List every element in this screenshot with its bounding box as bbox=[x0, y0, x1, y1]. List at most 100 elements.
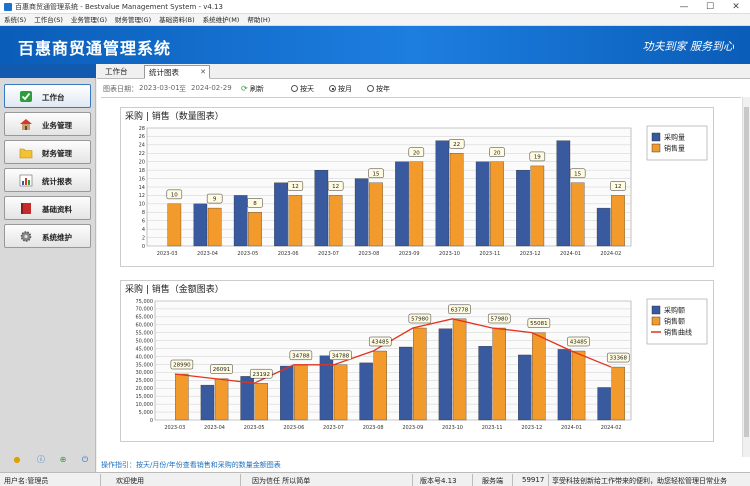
menu-business[interactable]: 业务管理(G) bbox=[70, 16, 108, 24]
minimize-button[interactable]: — bbox=[679, 2, 689, 12]
menu-maintenance[interactable]: 系统维护(M) bbox=[202, 16, 240, 24]
data-label: 26091 bbox=[213, 367, 231, 373]
y-tick-label: 0 bbox=[150, 418, 153, 424]
lock-icon[interactable]: ● bbox=[13, 455, 21, 464]
tab-bar: 工作台 统计图表 ✕ bbox=[97, 64, 750, 79]
x-tick-label: 2023-08 bbox=[363, 425, 384, 431]
exit-icon[interactable]: ⏻ bbox=[81, 455, 89, 464]
x-tick-label: 2024-01 bbox=[560, 251, 581, 257]
start-date[interactable]: 2023-03-01 bbox=[139, 84, 180, 92]
bar bbox=[596, 207, 611, 247]
end-date[interactable]: 2024-02-29 bbox=[191, 84, 232, 92]
data-label: 9 bbox=[213, 197, 217, 203]
x-tick-label: 2023-09 bbox=[399, 251, 420, 257]
x-tick-label: 2023-12 bbox=[520, 251, 541, 257]
data-label: 33368 bbox=[609, 356, 627, 362]
sidebar-item-reports[interactable]: 统计报表 bbox=[4, 168, 91, 192]
radio-label: 按天 bbox=[300, 85, 314, 93]
y-tick-label: 15,000 bbox=[136, 394, 154, 400]
data-label: 15 bbox=[574, 171, 581, 177]
status-service-port: 59917 bbox=[522, 476, 545, 484]
refresh-button[interactable]: ⟳ 刷新 bbox=[241, 84, 264, 94]
sidebar-item-business[interactable]: 业务管理 bbox=[4, 112, 91, 136]
status-motto: 因为信任 所以简单 bbox=[252, 477, 311, 485]
tab-close-icon[interactable]: ✕ bbox=[200, 68, 206, 76]
divider bbox=[100, 474, 101, 486]
chart-title: 采购 | 销售（金额图表） bbox=[125, 283, 224, 295]
data-label-box bbox=[529, 151, 546, 162]
menu-finance[interactable]: 财务管理(G) bbox=[115, 16, 152, 24]
data-label: 55081 bbox=[530, 321, 548, 327]
legend-label: 采购量 bbox=[664, 133, 685, 142]
divider bbox=[548, 474, 549, 486]
sidebar-toolbar: ● ⓘ ⊕ ⏻ bbox=[0, 452, 96, 472]
y-tick-label: 24 bbox=[139, 143, 145, 149]
data-label: 63778 bbox=[451, 307, 469, 313]
menu-help[interactable]: 帮助(H) bbox=[247, 16, 271, 24]
status-user: 用户名:管理员 bbox=[4, 477, 49, 485]
sidebar: 工作台 业务管理 财务管理 统计报表 基础资料 系统维护 bbox=[0, 64, 96, 452]
status-welcome: 欢迎使用 bbox=[116, 477, 144, 485]
y-tick-label: 12 bbox=[139, 193, 145, 199]
y-tick-label: 10,000 bbox=[136, 402, 154, 408]
data-label-box bbox=[368, 168, 384, 179]
bar bbox=[438, 328, 453, 421]
data-label: 34788 bbox=[332, 353, 350, 359]
bar bbox=[570, 182, 585, 247]
sidebar-item-maintenance[interactable]: 系统维护 bbox=[4, 224, 91, 248]
y-tick-label: 10 bbox=[139, 202, 145, 208]
data-label-box bbox=[329, 350, 352, 361]
bar bbox=[200, 384, 215, 421]
series-line bbox=[174, 318, 612, 384]
y-tick-label: 16 bbox=[139, 176, 145, 182]
data-label: 8 bbox=[253, 201, 257, 207]
folder-icon bbox=[19, 146, 33, 159]
x-tick-label: 2024-01 bbox=[561, 425, 582, 431]
sidebar-item-finance[interactable]: 财务管理 bbox=[4, 140, 91, 164]
maximize-button[interactable]: ☐ bbox=[705, 2, 715, 12]
data-label-box bbox=[408, 313, 432, 324]
menu-basic-data[interactable]: 基础资料(B) bbox=[159, 16, 195, 24]
bar bbox=[516, 169, 530, 247]
close-window-button[interactable]: ✕ bbox=[732, 2, 740, 12]
y-tick-label: 75,000 bbox=[136, 299, 154, 305]
x-tick-label: 2023-07 bbox=[318, 251, 339, 257]
sidebar-item-basic-data[interactable]: 基础资料 bbox=[4, 196, 91, 220]
tab-workbench[interactable]: 工作台 bbox=[105, 67, 128, 76]
y-tick-label: 2 bbox=[142, 235, 145, 241]
data-label-box bbox=[249, 368, 273, 379]
refresh-label: 刷新 bbox=[249, 85, 264, 93]
window-title: 百惠商贸通管理系统 - Bestvalue Management System … bbox=[15, 3, 223, 11]
sidebar-item-label: 业务管理 bbox=[42, 121, 72, 130]
status-bar: 用户名:管理员 欢迎使用 因为信任 所以简单 版本号4.13 服务端 59917… bbox=[0, 472, 750, 486]
y-tick-label: 40,000 bbox=[136, 354, 154, 360]
x-tick-label: 2024-02 bbox=[600, 251, 621, 257]
divider bbox=[412, 474, 413, 486]
y-tick-label: 25,000 bbox=[136, 378, 154, 384]
sidebar-item-workbench[interactable]: 工作台 bbox=[4, 84, 91, 108]
date-label: 图表日期： bbox=[103, 85, 138, 93]
scrollbar-thumb[interactable] bbox=[744, 107, 749, 437]
radio-by-day[interactable]: 按天 bbox=[291, 84, 314, 94]
radio-icon bbox=[329, 85, 336, 92]
tab-stats[interactable]: 统计图表 ✕ bbox=[144, 65, 210, 79]
menu-system[interactable]: 系统(S) bbox=[4, 16, 27, 24]
bar bbox=[490, 161, 504, 247]
menu-workbench[interactable]: 工作台(S) bbox=[34, 16, 63, 24]
data-label-box bbox=[166, 189, 183, 200]
search-icon[interactable]: ⊕ bbox=[59, 455, 67, 464]
data-label: 57980 bbox=[411, 317, 429, 323]
house-icon bbox=[19, 118, 33, 131]
y-tick-label: 4 bbox=[142, 227, 145, 233]
radio-by-year[interactable]: 按年 bbox=[367, 84, 390, 94]
main-content: 工作台 统计图表 ✕ 图表日期： 2023-03-01 至 2024-02-29… bbox=[97, 64, 750, 472]
data-label: 12 bbox=[614, 184, 621, 190]
x-tick-label: 2023-11 bbox=[482, 425, 503, 431]
sidebar-item-label: 基础资料 bbox=[42, 205, 72, 214]
y-tick-label: 5,000 bbox=[139, 410, 153, 416]
sidebar-item-label: 工作台 bbox=[42, 93, 65, 102]
radio-by-month[interactable]: 按月 bbox=[329, 84, 352, 94]
info-icon[interactable]: ⓘ bbox=[37, 455, 45, 464]
x-tick-label: 2023-03 bbox=[157, 251, 178, 257]
vertical-scrollbar[interactable] bbox=[742, 97, 750, 457]
